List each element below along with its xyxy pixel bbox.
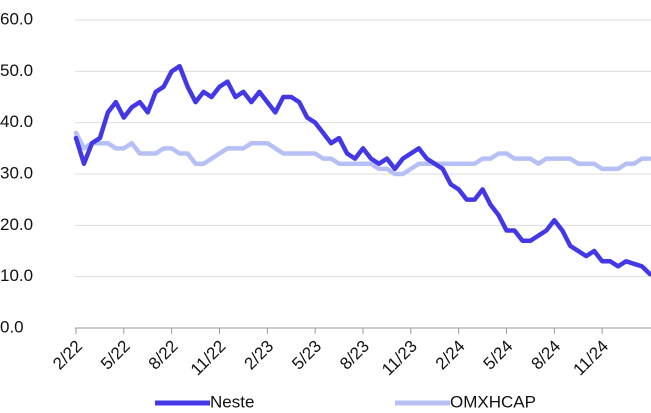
x-tick-label: 2/23: [240, 337, 277, 374]
x-tick-label: 5/24: [480, 337, 517, 374]
y-tick-label: 60.0: [0, 9, 33, 28]
y-tick-label: 30.0: [0, 163, 33, 182]
x-tick-label: 11/24: [570, 337, 613, 380]
x-tick-label: 5/22: [97, 337, 134, 374]
x-tick-label: 8/22: [145, 337, 182, 374]
x-tick-label: 8/24: [527, 337, 564, 374]
y-tick-label: 40.0: [0, 112, 33, 131]
series-line: [73, 63, 651, 277]
legend-label: Neste: [210, 392, 254, 411]
y-tick-label: 50.0: [0, 61, 33, 80]
y-tick-label: 0.0: [0, 317, 24, 336]
x-tick-label: 11/22: [187, 337, 230, 380]
y-tick-label: 10.0: [0, 266, 33, 285]
series-line: [73, 130, 651, 177]
x-tick-label: 2/24: [432, 337, 469, 374]
x-tick-label: 8/23: [336, 337, 373, 374]
x-tick-label: 2/22: [49, 337, 86, 374]
x-tick-label: 11/23: [378, 337, 421, 380]
y-tick-label: 20.0: [0, 215, 33, 234]
legend-label: OMXHCAP: [450, 392, 536, 411]
x-tick-label: 5/23: [288, 337, 325, 374]
